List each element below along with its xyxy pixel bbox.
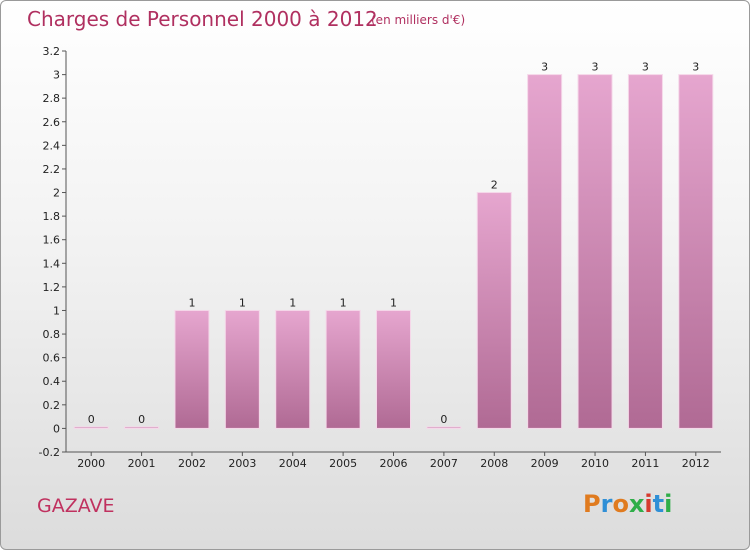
chart-bars [73, 74, 714, 429]
logo-letter: i [664, 490, 673, 518]
x-tick-label-2004: 2004 [279, 457, 307, 470]
bar-2012 [678, 74, 714, 429]
logo-letter: P [583, 490, 601, 518]
y-tick-label: 0.4 [43, 375, 61, 388]
y-tick-label: 0.6 [43, 352, 61, 365]
data-label-2004: 1 [289, 296, 296, 309]
bar-2010 [577, 74, 613, 429]
chart-title: Charges de Personnel 2000 à 2012 [27, 7, 378, 31]
y-tick-label: 2.2 [43, 163, 61, 176]
y-tick-label: 3 [53, 69, 60, 82]
logo-letter: x [628, 490, 645, 518]
x-tick-label-2005: 2005 [329, 457, 357, 470]
y-tick-label: 0.8 [43, 328, 61, 341]
y-tick-label: 2.8 [43, 92, 61, 105]
bar-2002 [174, 309, 210, 429]
proxiti-logo: Proxiti [583, 490, 672, 518]
y-tick-label: 3.2 [43, 45, 61, 58]
bar-2011 [627, 74, 663, 429]
chart-labels: 0 2000 0 2001 1 2002 1 2003 1 2004 1 2005 1 2006 0 2007… [77, 61, 710, 470]
data-label-2003: 1 [239, 296, 246, 309]
x-tick-label-2011: 2011 [631, 457, 659, 470]
logo-letter: o [612, 490, 629, 518]
x-tick-label-2001: 2001 [128, 457, 156, 470]
bar-2006 [376, 309, 411, 429]
y-tick-label: 1 [53, 304, 60, 317]
x-tick-label-2008: 2008 [480, 457, 508, 470]
y-tick-label: 2 [53, 187, 60, 200]
bar-2003 [224, 309, 260, 429]
data-label-2005: 1 [340, 296, 347, 309]
x-tick-label-2003: 2003 [228, 457, 256, 470]
data-label-2009: 3 [541, 61, 548, 74]
bar-2001 [124, 426, 160, 429]
data-label-2007: 0 [440, 413, 447, 426]
bar-2007 [426, 426, 462, 429]
x-tick-label-2012: 2012 [682, 457, 710, 470]
x-tick-label-2000: 2000 [77, 457, 105, 470]
bar-2008 [476, 192, 512, 429]
data-label-2001: 0 [138, 413, 145, 426]
y-tick-label: 2.4 [43, 139, 61, 152]
data-label-2011: 3 [642, 61, 649, 74]
x-tick-label-2009: 2009 [531, 457, 559, 470]
chart-axes: -0.2 0 0.2 0.4 0.6 0.8 1 1.2 1.4 1.6 1.8 2 2.2 2.4 2.6… [39, 45, 721, 459]
chart-subtitle: (en milliers d'€) [371, 13, 466, 27]
y-tick-label: 1.4 [43, 257, 61, 270]
data-label-2008: 2 [491, 179, 498, 192]
logo-letter: r [600, 490, 613, 518]
bar-2000 [73, 426, 109, 429]
data-label-2010: 3 [592, 61, 599, 74]
commune-name: GAZAVE [37, 495, 115, 517]
x-tick-label-2007: 2007 [430, 457, 458, 470]
data-label-2000: 0 [88, 413, 95, 426]
y-tick-label: -0.2 [39, 446, 60, 459]
x-tick-label-2010: 2010 [581, 457, 609, 470]
y-tick-label: 0 [53, 422, 60, 435]
logo-letter: t [652, 490, 665, 518]
y-tick-label: 0.2 [43, 399, 61, 412]
data-label-2002: 1 [188, 296, 195, 309]
logo-letter: i [644, 490, 653, 518]
y-tick-label: 1.2 [43, 281, 61, 294]
y-tick-label: 2.6 [43, 116, 61, 129]
bar-2005 [325, 309, 361, 429]
bar-2004 [275, 309, 311, 429]
data-label-2006: 1 [390, 296, 397, 309]
data-label-2012: 3 [692, 61, 699, 74]
y-tick-label: 1.6 [43, 234, 61, 247]
x-tick-label-2002: 2002 [178, 457, 206, 470]
bar-2009 [527, 74, 563, 429]
x-tick-label-2006: 2006 [380, 457, 408, 470]
y-tick-label: 1.8 [43, 210, 61, 223]
